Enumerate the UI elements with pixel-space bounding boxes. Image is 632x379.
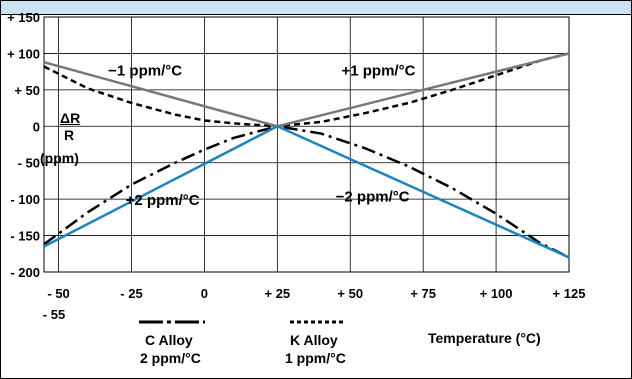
y-tick-label: 0 bbox=[33, 119, 40, 134]
y-tick-label: - 200 bbox=[10, 265, 40, 280]
legend-k-alloy-coef: 1 ppm/°C bbox=[285, 350, 346, 366]
y-tick-label: - 50 bbox=[18, 156, 40, 171]
annotation-label: −2 ppm/°C bbox=[336, 188, 410, 205]
legend-k-alloy-name: K Alloy bbox=[290, 332, 338, 348]
series-line-1-ppm-c bbox=[277, 52, 570, 128]
annotation-label: −1 ppm/°C bbox=[108, 62, 182, 79]
annotations: −1 ppm/°C +1 ppm/°C +2 ppm/°C −2 ppm/°C bbox=[108, 62, 415, 209]
series-line-c-alloy bbox=[43, 125, 570, 259]
series-group bbox=[43, 52, 570, 259]
legend-c-alloy-swatch bbox=[139, 320, 205, 324]
series-line-1-ppm-c bbox=[43, 60, 278, 128]
x-tick-label: + 100 bbox=[480, 286, 513, 301]
series-line-2-ppm-c bbox=[276, 125, 570, 259]
x-tick-label: 0 bbox=[201, 286, 208, 301]
legend-k-alloy-swatch bbox=[290, 320, 346, 324]
ylabel-denominator: R bbox=[64, 127, 75, 143]
y-tick-label: - 150 bbox=[10, 229, 40, 244]
series-line-k-alloy bbox=[43, 52, 570, 128]
x-tick-label: - 25 bbox=[120, 286, 142, 301]
x-tick-label: + 75 bbox=[410, 286, 436, 301]
x-tick-label: - 50 bbox=[47, 286, 69, 301]
series-line-2-ppm-c bbox=[43, 125, 278, 248]
legend-c-alloy-name: C Alloy bbox=[145, 332, 193, 348]
x-axis-label: Temperature (°C) bbox=[428, 330, 541, 346]
ylabel-numerator: ΔR bbox=[60, 110, 81, 126]
x-tick-label: + 25 bbox=[264, 286, 290, 301]
x-tick-label: + 125 bbox=[553, 286, 586, 301]
x-tick-labels: - 50 - 25 0 + 25 + 50 + 75 + 100 + 125 - 55 bbox=[43, 286, 586, 322]
x-tick-label-extra: - 55 bbox=[43, 307, 65, 322]
header-bar bbox=[1, 1, 631, 15]
ylabel-unit: (ppm) bbox=[40, 150, 79, 166]
grid bbox=[43, 16, 570, 273]
y-tick-labels: + 150 + 100 + 50 0 - 50 - 100 - 150 - 200 bbox=[7, 10, 40, 280]
plot-area bbox=[43, 16, 570, 273]
annotation-label: +1 ppm/°C bbox=[342, 62, 416, 79]
x-tick-label: + 50 bbox=[337, 286, 363, 301]
y-tick-label: + 150 bbox=[7, 10, 40, 25]
legend-c-alloy-coef: 2 ppm/°C bbox=[140, 350, 201, 366]
y-tick-label: + 100 bbox=[7, 46, 40, 61]
annotation-label: +2 ppm/°C bbox=[126, 192, 200, 209]
y-tick-label: + 50 bbox=[14, 83, 40, 98]
y-tick-label: - 100 bbox=[10, 192, 40, 207]
